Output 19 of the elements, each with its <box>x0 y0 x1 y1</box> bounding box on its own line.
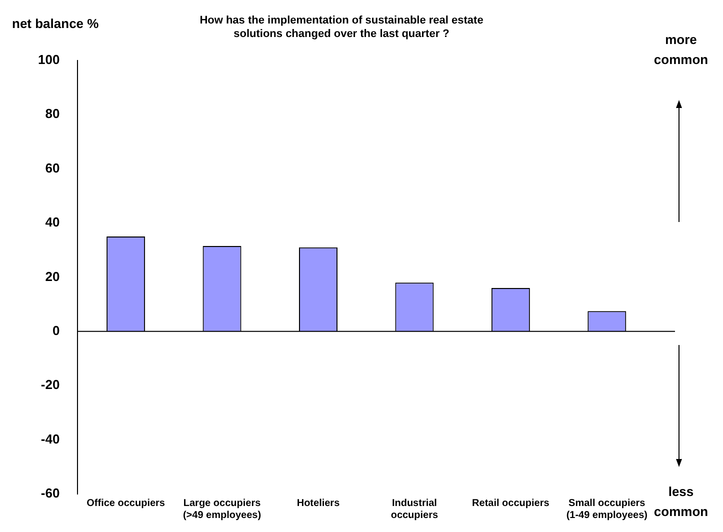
y-tick-label: 0 <box>52 322 60 338</box>
x-tick-label: Small occupiers (1-49 employees) <box>566 498 648 521</box>
x-tick-label: Industrial occupiers <box>390 498 439 521</box>
x-tick-label: Large occupiers (>49 employees) <box>182 498 262 521</box>
y-tick-label: 60 <box>45 160 60 176</box>
chart-title: How has the implementation of sustainable real estate solutions changed over the last quarter ? <box>200 14 484 40</box>
x-tick-label: Hoteliers <box>296 498 340 509</box>
y-tick-label: -60 <box>40 486 60 501</box>
x-tick-label: Retail occupiers <box>472 498 550 509</box>
x-tick-label: Office occupiers <box>86 498 166 509</box>
annotation: more common <box>652 31 710 69</box>
y-tick-label: 100 <box>38 52 60 67</box>
y-tick-label: 80 <box>45 106 60 122</box>
annotation: less common <box>652 483 710 521</box>
y-tick-label: -20 <box>40 377 60 392</box>
y-tick-label: -40 <box>40 431 60 446</box>
y-tick-label: 40 <box>45 214 60 230</box>
y-axis-title: net balance % <box>12 16 100 32</box>
y-tick-label: 20 <box>45 268 60 284</box>
